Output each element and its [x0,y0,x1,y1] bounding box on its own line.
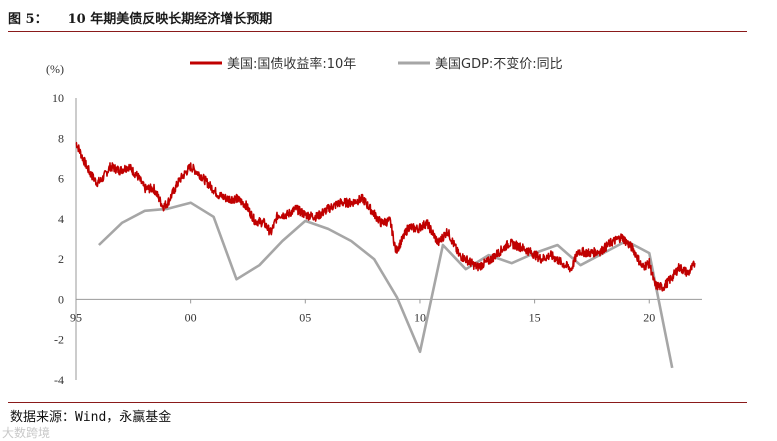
x-tick-label: 10 [414,310,426,324]
figure-title-text: 10 年期美债反映长期经济增长预期 [67,12,273,27]
x-tick-label: 95 [70,310,82,324]
y-tick-label: -2 [54,333,64,347]
legend-label-bond: 美国:国债收益率:10年 [227,56,356,72]
y-tick-label: 4 [58,212,64,226]
series-line-gdp [97,201,674,369]
bottom-rule [8,402,747,403]
legend: 美国:国债收益率:10年 美国GDP:不变价:同比 [190,56,563,72]
y-axis-unit: (%) [46,62,64,76]
y-tick-label: 8 [58,131,64,145]
x-tick-label: 00 [185,310,197,324]
y-tick-label: -4 [54,373,64,387]
figure-label: 图 5： [8,12,48,27]
y-tick-label: 0 [58,292,64,306]
y-ticks: -4 -2 0 2 4 6 8 10 [52,91,64,387]
x-tick-label: 20 [643,310,655,324]
watermark-text: 大数跨境 [2,426,51,440]
x-tick-label: 05 [299,310,311,324]
figure-title: 图 5： 10 年期美债反映长期经济增长预期 [8,8,272,27]
y-tick-label: 6 [58,172,64,186]
x-tick-label: 15 [529,310,541,324]
top-rule [8,31,747,32]
y-tick-label: 10 [52,91,64,105]
source-note: 数据来源：Wind，永赢基金 [10,410,172,425]
x-ticks: 95 00 05 10 15 20 [70,299,655,324]
legend-label-gdp: 美国GDP:不变价:同比 [435,56,563,72]
series-line-bond [75,141,696,292]
y-tick-label: 2 [58,252,64,266]
